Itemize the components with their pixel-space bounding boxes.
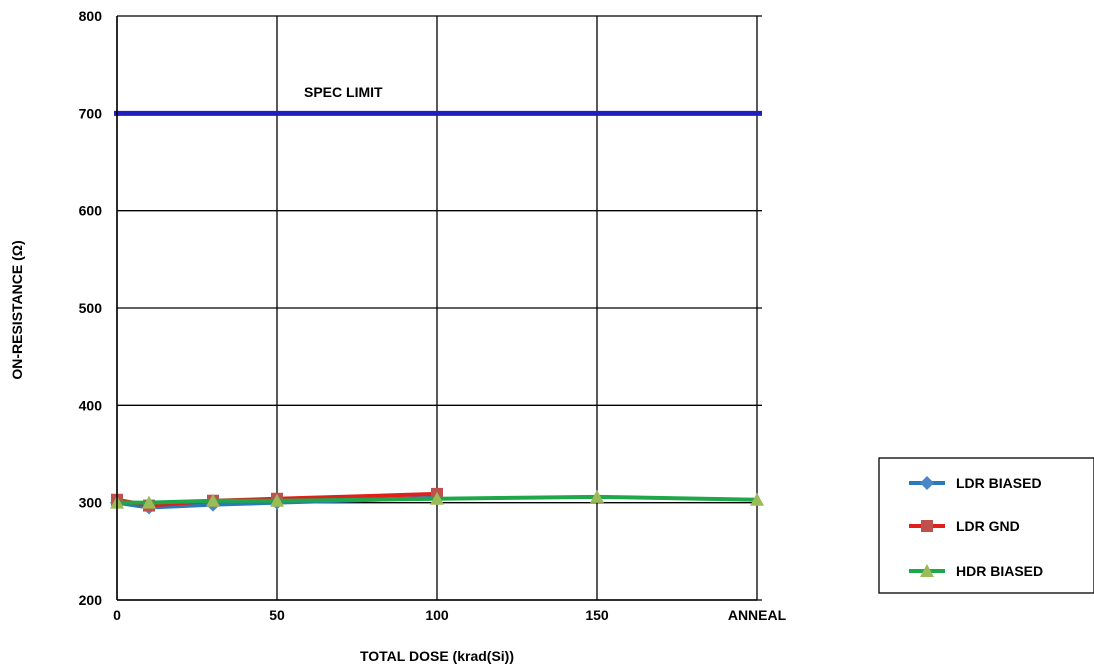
data-point <box>206 493 220 507</box>
legend-marker <box>921 520 933 532</box>
legend-label: LDR GND <box>956 518 1020 534</box>
y-tick-label: 400 <box>79 397 103 413</box>
legend-label: LDR BIASED <box>956 475 1042 491</box>
data-point <box>750 492 764 506</box>
y-tick-label: 200 <box>79 592 103 608</box>
legend: LDR BIASED LDR GND HDR BIASED <box>878 457 1094 594</box>
axes <box>116 16 757 601</box>
x-tick-label: ANNEAL <box>728 607 787 623</box>
grid <box>116 15 762 601</box>
spec-limit-label: SPEC LIMIT <box>304 84 383 100</box>
spec-limit-line: SPEC LIMIT <box>114 84 762 116</box>
y-tick-label: 700 <box>79 105 103 121</box>
y-tick-label: 600 <box>79 203 103 219</box>
x-axis-title: TOTAL DOSE (krad(Si)) <box>360 648 514 664</box>
data-point <box>430 491 444 505</box>
x-tick-label: 100 <box>425 607 449 623</box>
x-tick-label: 150 <box>585 607 609 623</box>
y-tick-label: 800 <box>79 8 103 24</box>
y-tick-label: 500 <box>79 300 103 316</box>
series-group <box>110 487 764 515</box>
legend-marker <box>920 476 934 490</box>
legend-label: HDR BIASED <box>956 563 1043 579</box>
data-point <box>270 493 284 507</box>
y-axis-title: ON-RESISTANCE (Ω) <box>9 240 25 379</box>
data-point <box>142 495 156 509</box>
data-point <box>590 489 604 503</box>
legend-marker <box>920 564 934 577</box>
y-tick-label: 300 <box>79 495 103 511</box>
x-tick-label: 50 <box>269 607 285 623</box>
series-hdr-biased <box>110 489 764 509</box>
x-tick-label: 0 <box>113 607 121 623</box>
tick-labels: 200 300 400 500 600 700 800 0 50 100 150 ANNEAL <box>79 8 787 623</box>
